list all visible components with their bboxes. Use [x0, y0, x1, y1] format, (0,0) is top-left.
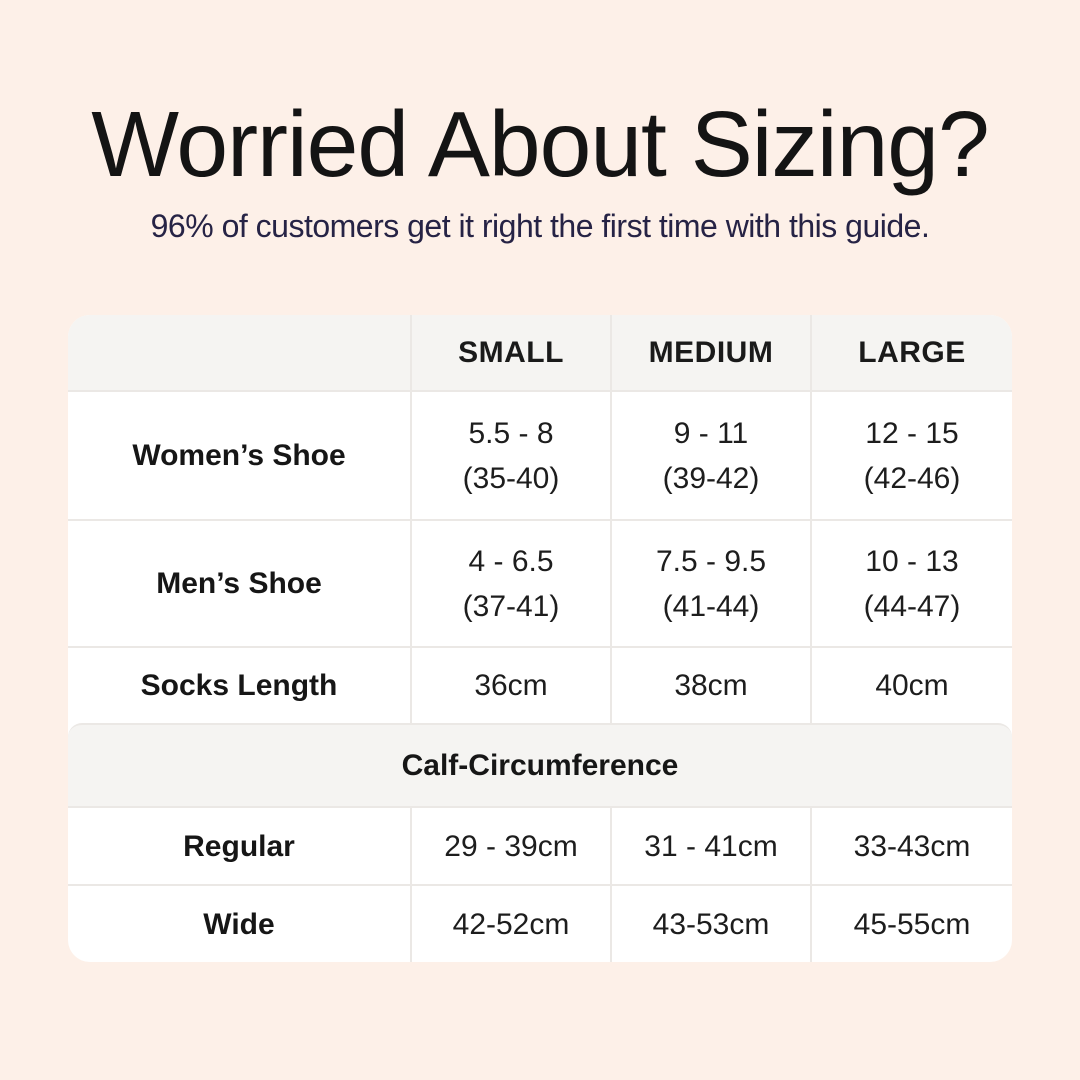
page-subtitle: 96% of customers get it right the first …: [150, 207, 930, 244]
cell-line: (42-46): [863, 461, 961, 495]
cell-womens-small: 5.5 - 8 (35-40): [410, 390, 610, 519]
cell-line: (44-47): [863, 589, 961, 623]
cell-line: (35-40): [462, 461, 560, 495]
cell-line: (41-44): [662, 589, 760, 623]
page-title: Worried About Sizing?: [91, 92, 989, 196]
cell-line: 9 - 11: [673, 416, 749, 450]
cell-line: (39-42): [662, 461, 760, 495]
hero-section: Worried About Sizing? 96% of customers g…: [0, 0, 1080, 245]
cell-wide-large: 45-55cm: [810, 884, 1012, 962]
cell-line: 7.5 - 9.5: [655, 544, 767, 578]
cell-mens-medium: 7.5 - 9.5 (41-44): [610, 519, 810, 646]
row-label-wide: Wide: [68, 884, 410, 962]
cell-regular-large: 33-43cm: [810, 806, 1012, 884]
cell-socks-large: 40cm: [810, 646, 1012, 723]
cell-wide-medium: 43-53cm: [610, 884, 810, 962]
cell-line: 12 - 15: [865, 416, 959, 450]
column-header-empty: [68, 315, 410, 390]
row-label-regular: Regular: [68, 806, 410, 884]
row-label-womens-shoe: Women’s Shoe: [68, 390, 410, 519]
cell-socks-medium: 38cm: [610, 646, 810, 723]
column-header-medium: MEDIUM: [610, 315, 810, 390]
row-label-mens-shoe: Men’s Shoe: [68, 519, 410, 646]
cell-womens-medium: 9 - 11 (39-42): [610, 390, 810, 519]
cell-line: 4 - 6.5: [468, 544, 554, 578]
cell-wide-small: 42-52cm: [410, 884, 610, 962]
cell-womens-large: 12 - 15 (42-46): [810, 390, 1012, 519]
cell-mens-large: 10 - 13 (44-47): [810, 519, 1012, 646]
section-header-calf-circumference: Calf-Circumference: [68, 723, 1012, 806]
cell-mens-small: 4 - 6.5 (37-41): [410, 519, 610, 646]
cell-socks-small: 36cm: [410, 646, 610, 723]
cell-line: 5.5 - 8: [468, 416, 554, 450]
cell-regular-small: 29 - 39cm: [410, 806, 610, 884]
cell-line: (37-41): [462, 589, 560, 623]
row-label-socks-length: Socks Length: [68, 646, 410, 723]
column-header-small: SMALL: [410, 315, 610, 390]
cell-line: 10 - 13: [865, 544, 959, 578]
cell-regular-medium: 31 - 41cm: [610, 806, 810, 884]
column-header-large: LARGE: [810, 315, 1012, 390]
size-chart-table: SMALL MEDIUM LARGE Women’s Shoe 5.5 - 8 …: [68, 315, 1012, 962]
